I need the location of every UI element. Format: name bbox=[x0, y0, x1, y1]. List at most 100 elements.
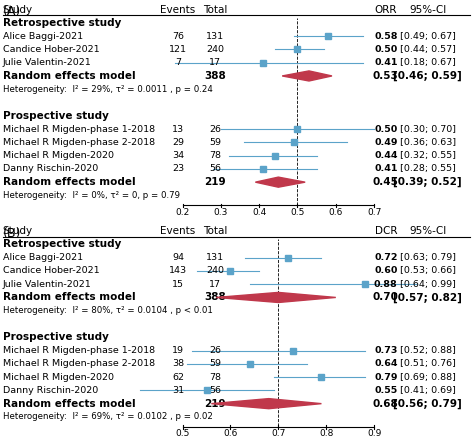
Text: 95%-CI: 95%-CI bbox=[409, 4, 447, 15]
Text: [0.46; 0.59]: [0.46; 0.59] bbox=[393, 71, 462, 81]
Text: Julie Valentin-2021: Julie Valentin-2021 bbox=[3, 58, 91, 67]
Text: Study: Study bbox=[3, 226, 33, 236]
Text: 78: 78 bbox=[210, 373, 221, 381]
Text: 13: 13 bbox=[172, 124, 184, 133]
Text: Michael R Migden-2020: Michael R Migden-2020 bbox=[3, 151, 114, 160]
Text: [0.53; 0.66]: [0.53; 0.66] bbox=[400, 266, 456, 276]
Text: Total: Total bbox=[203, 4, 228, 15]
Text: 62: 62 bbox=[172, 373, 184, 381]
Text: DCR: DCR bbox=[374, 226, 397, 236]
Text: Heterogeneity:  I² = 29%, τ² = 0.0011 , p = 0.24: Heterogeneity: I² = 29%, τ² = 0.0011 , p… bbox=[3, 85, 213, 94]
Text: Random effects model: Random effects model bbox=[3, 292, 136, 303]
Text: 0.55: 0.55 bbox=[374, 386, 397, 395]
Text: 0.53: 0.53 bbox=[373, 71, 399, 81]
Text: 388: 388 bbox=[204, 71, 226, 81]
Text: Danny Rischin-2020: Danny Rischin-2020 bbox=[3, 164, 98, 173]
Text: Total: Total bbox=[203, 226, 228, 236]
Text: 38: 38 bbox=[172, 359, 184, 368]
Text: Prospective study: Prospective study bbox=[3, 332, 109, 342]
Text: 31: 31 bbox=[172, 386, 184, 395]
Polygon shape bbox=[282, 71, 332, 81]
Text: [0.18; 0.67]: [0.18; 0.67] bbox=[400, 58, 456, 67]
Text: 0.2: 0.2 bbox=[175, 208, 190, 217]
Text: 143: 143 bbox=[169, 266, 187, 276]
Text: 59: 59 bbox=[210, 138, 221, 147]
Text: [0.57; 0.82]: [0.57; 0.82] bbox=[393, 292, 462, 303]
Text: 0.49: 0.49 bbox=[374, 138, 398, 147]
Text: (A): (A) bbox=[3, 5, 21, 18]
Text: Danny Rischin-2020: Danny Rischin-2020 bbox=[3, 386, 98, 395]
Text: Candice Hober-2021: Candice Hober-2021 bbox=[3, 45, 100, 54]
Text: 121: 121 bbox=[169, 45, 187, 54]
Text: [0.28; 0.55]: [0.28; 0.55] bbox=[400, 164, 456, 173]
Text: 0.72: 0.72 bbox=[374, 253, 398, 262]
Text: 59: 59 bbox=[210, 359, 221, 368]
Text: 219: 219 bbox=[204, 177, 226, 187]
Text: Random effects model: Random effects model bbox=[3, 399, 136, 408]
Text: 15: 15 bbox=[172, 280, 184, 289]
Text: Michael R Migden-phase 2-2018: Michael R Migden-phase 2-2018 bbox=[3, 138, 155, 147]
Text: 94: 94 bbox=[172, 253, 184, 262]
Text: [0.39; 0.52]: [0.39; 0.52] bbox=[393, 177, 462, 187]
Text: 0.60: 0.60 bbox=[374, 266, 398, 276]
Text: 26: 26 bbox=[210, 124, 221, 133]
Text: [0.36; 0.63]: [0.36; 0.63] bbox=[400, 138, 456, 147]
Text: [0.63; 0.79]: [0.63; 0.79] bbox=[400, 253, 456, 262]
Text: 29: 29 bbox=[172, 138, 184, 147]
Text: 0.6: 0.6 bbox=[223, 429, 237, 438]
Text: 0.7: 0.7 bbox=[367, 208, 381, 217]
Polygon shape bbox=[255, 177, 305, 187]
Text: 131: 131 bbox=[206, 253, 224, 262]
Text: 0.5: 0.5 bbox=[175, 429, 190, 438]
Text: Random effects model: Random effects model bbox=[3, 71, 136, 81]
Text: [0.56; 0.79]: [0.56; 0.79] bbox=[393, 399, 462, 409]
Text: Heterogeneity:  I² = 69%, τ² = 0.0102 , p = 0.02: Heterogeneity: I² = 69%, τ² = 0.0102 , p… bbox=[3, 412, 213, 421]
Text: (B): (B) bbox=[3, 226, 21, 240]
Text: 0.68: 0.68 bbox=[373, 399, 399, 408]
Polygon shape bbox=[211, 399, 321, 409]
Text: 95%-CI: 95%-CI bbox=[409, 226, 447, 236]
Text: 0.8: 0.8 bbox=[319, 429, 333, 438]
Text: 7: 7 bbox=[175, 58, 181, 67]
Text: 0.64: 0.64 bbox=[374, 359, 398, 368]
Text: 131: 131 bbox=[206, 31, 224, 41]
Text: Michael R Migden-phase 1-2018: Michael R Migden-phase 1-2018 bbox=[3, 124, 155, 133]
Text: Heterogeneity:  I² = 0%, τ² = 0, p = 0.79: Heterogeneity: I² = 0%, τ² = 0, p = 0.79 bbox=[3, 191, 180, 200]
Text: 19: 19 bbox=[172, 346, 184, 355]
Text: 0.50: 0.50 bbox=[374, 45, 397, 54]
Text: 388: 388 bbox=[204, 292, 226, 303]
Text: 0.5: 0.5 bbox=[290, 208, 305, 217]
Text: 0.58: 0.58 bbox=[374, 31, 398, 41]
Text: [0.30; 0.70]: [0.30; 0.70] bbox=[400, 124, 456, 133]
Text: Michael R Migden-phase 2-2018: Michael R Migden-phase 2-2018 bbox=[3, 359, 155, 368]
Text: [0.69; 0.88]: [0.69; 0.88] bbox=[400, 373, 456, 381]
Text: Alice Baggi-2021: Alice Baggi-2021 bbox=[3, 253, 83, 262]
Text: 0.79: 0.79 bbox=[374, 373, 398, 381]
Text: Heterogeneity:  I² = 80%, τ² = 0.0104 , p < 0.01: Heterogeneity: I² = 80%, τ² = 0.0104 , p… bbox=[3, 306, 213, 315]
Text: 0.9: 0.9 bbox=[367, 429, 381, 438]
Text: 0.7: 0.7 bbox=[271, 429, 285, 438]
Text: 0.6: 0.6 bbox=[328, 208, 343, 217]
Text: 0.44: 0.44 bbox=[374, 151, 398, 160]
Text: 240: 240 bbox=[206, 266, 224, 276]
Text: Events: Events bbox=[160, 4, 196, 15]
Text: [0.52; 0.88]: [0.52; 0.88] bbox=[400, 346, 456, 355]
Text: 23: 23 bbox=[172, 164, 184, 173]
Text: ORR: ORR bbox=[374, 4, 397, 15]
Text: [0.44; 0.57]: [0.44; 0.57] bbox=[400, 45, 456, 54]
Text: 76: 76 bbox=[172, 31, 184, 41]
Text: [0.49; 0.67]: [0.49; 0.67] bbox=[400, 31, 456, 41]
Text: 17: 17 bbox=[210, 58, 221, 67]
Text: Retrospective study: Retrospective study bbox=[3, 239, 121, 249]
Text: 0.73: 0.73 bbox=[374, 346, 398, 355]
Polygon shape bbox=[216, 292, 336, 303]
Text: 56: 56 bbox=[210, 386, 221, 395]
Text: Events: Events bbox=[160, 226, 196, 236]
Text: 0.4: 0.4 bbox=[252, 208, 266, 217]
Text: Michael R Migden-2020: Michael R Migden-2020 bbox=[3, 373, 114, 381]
Text: Alice Baggi-2021: Alice Baggi-2021 bbox=[3, 31, 83, 41]
Text: Random effects model: Random effects model bbox=[3, 177, 136, 187]
Text: 240: 240 bbox=[206, 45, 224, 54]
Text: 26: 26 bbox=[210, 346, 221, 355]
Text: 219: 219 bbox=[204, 399, 226, 408]
